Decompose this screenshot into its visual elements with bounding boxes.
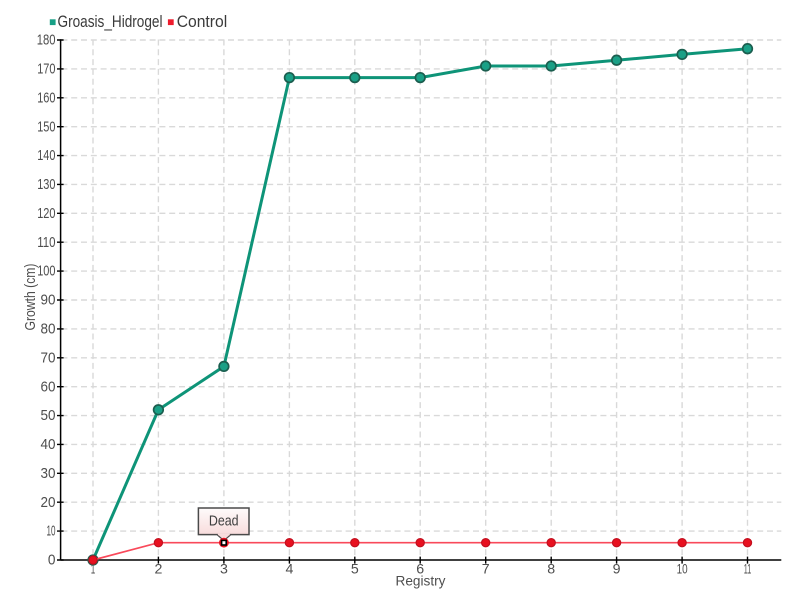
- svg-text:Groasis_Hidrogel: Groasis_Hidrogel: [58, 12, 163, 31]
- svg-text:90: 90: [41, 292, 56, 309]
- svg-text:130: 130: [37, 176, 55, 193]
- svg-text:120: 120: [37, 205, 55, 222]
- svg-text:40: 40: [41, 436, 56, 453]
- svg-text:140: 140: [37, 147, 55, 164]
- svg-text:5: 5: [351, 562, 359, 578]
- svg-text:3: 3: [220, 562, 228, 578]
- svg-text:Growth (cm): Growth (cm): [23, 264, 39, 331]
- svg-text:30: 30: [41, 465, 56, 482]
- svg-text:8: 8: [547, 562, 555, 578]
- svg-text:70: 70: [41, 349, 56, 366]
- svg-text:80: 80: [41, 321, 56, 338]
- svg-text:9: 9: [613, 562, 621, 578]
- svg-text:2: 2: [154, 562, 162, 578]
- svg-text:60: 60: [41, 378, 56, 395]
- svg-text:7: 7: [482, 562, 490, 578]
- svg-text:6: 6: [416, 562, 424, 578]
- svg-text:0: 0: [48, 552, 56, 569]
- svg-text:160: 160: [37, 89, 55, 106]
- svg-text:1: 1: [91, 562, 96, 578]
- svg-text:4: 4: [285, 562, 293, 578]
- svg-text:Registry: Registry: [396, 574, 447, 590]
- svg-text:20: 20: [41, 494, 56, 511]
- svg-text:10: 10: [677, 562, 688, 578]
- svg-text:Dead: Dead: [209, 513, 239, 529]
- svg-text:170: 170: [37, 61, 55, 78]
- svg-text:Control: Control: [177, 12, 228, 31]
- svg-text:180: 180: [37, 32, 56, 49]
- svg-text:50: 50: [41, 407, 56, 424]
- svg-text:10: 10: [47, 523, 56, 540]
- svg-text:100: 100: [37, 263, 55, 280]
- svg-text:150: 150: [37, 118, 55, 135]
- svg-text:110: 110: [37, 234, 55, 251]
- svg-text:11: 11: [744, 562, 752, 578]
